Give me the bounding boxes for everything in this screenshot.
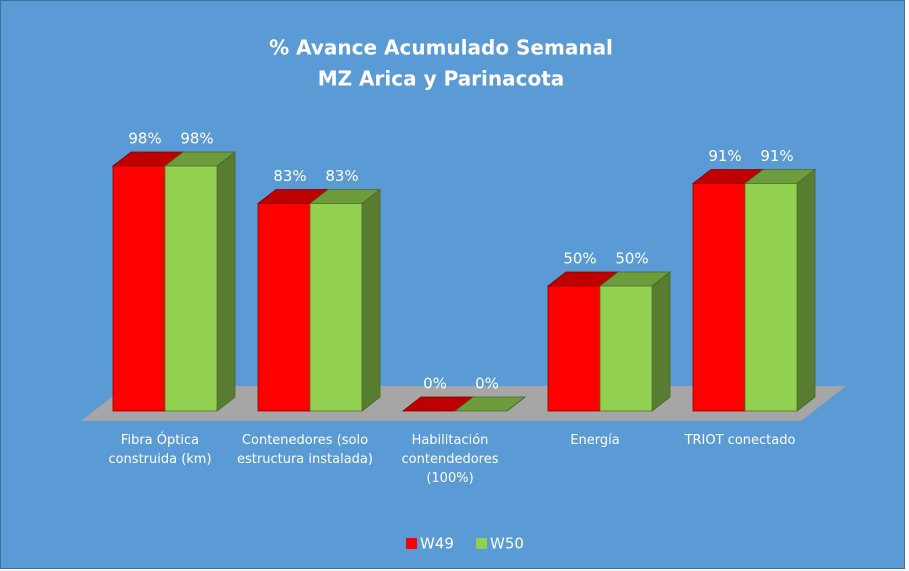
bar-front: [112, 165, 166, 412]
x-tick-label: Contenedores (solo estructura instalada): [237, 433, 373, 467]
bar-side: [651, 271, 671, 412]
bar: [308, 188, 382, 412]
legend-label: W50: [490, 535, 524, 553]
value-label: 0%: [475, 375, 499, 393]
bar-top: [453, 396, 527, 412]
bar-front: [599, 285, 653, 412]
chart-title: % Avance Acumulado Semanal: [269, 36, 613, 60]
bar-front: [547, 285, 601, 412]
value-label: 50%: [615, 250, 648, 268]
x-tick-label: Fibra Óptica construida (km): [108, 433, 212, 467]
value-label: 83%: [325, 167, 358, 185]
value-label: 50%: [563, 250, 596, 268]
legend-label: W49: [420, 535, 454, 553]
legend-swatch: [406, 538, 417, 549]
value-label: 98%: [180, 130, 213, 148]
bar: [743, 168, 817, 412]
value-label: 91%: [760, 147, 793, 165]
bar-side: [216, 151, 236, 412]
value-label: 98%: [128, 130, 161, 148]
bar: [598, 271, 672, 412]
value-label: 0%: [423, 375, 447, 393]
value-label: 91%: [708, 147, 741, 165]
bar-front: [744, 183, 798, 412]
bar-side: [796, 168, 816, 412]
bar-front: [164, 165, 218, 412]
value-label: 83%: [273, 167, 306, 185]
x-tick-label: Habilitación contendedores (100%): [401, 433, 499, 486]
bar-side: [361, 188, 381, 412]
bar: [163, 151, 237, 412]
chart-subtitle: MZ Arica y Parinacota: [318, 67, 565, 91]
x-tick-label: Energía: [570, 433, 620, 448]
legend-swatch: [476, 538, 487, 549]
x-tick-label: TRIOT conectado: [684, 433, 796, 448]
bar-front: [257, 203, 311, 412]
bar-front: [692, 183, 746, 412]
bar-front: [309, 203, 363, 412]
bar: [453, 396, 527, 412]
